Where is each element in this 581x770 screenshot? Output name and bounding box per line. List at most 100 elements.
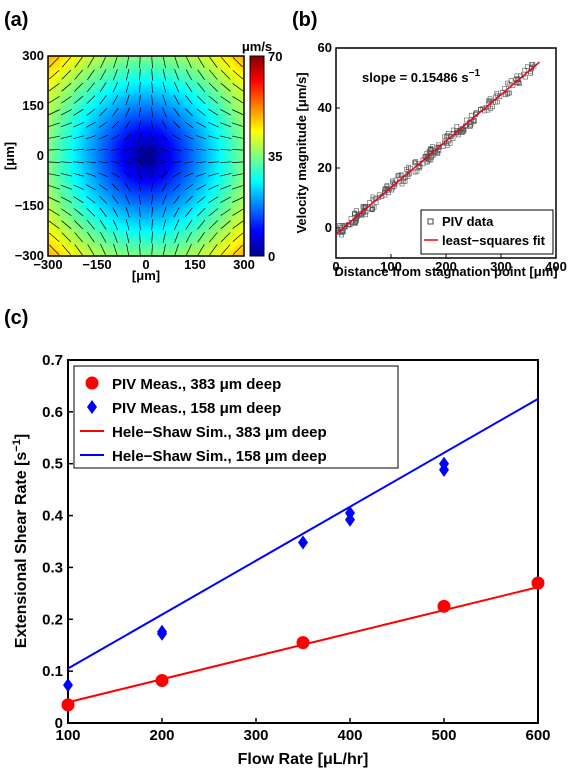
vector-arrow bbox=[150, 182, 154, 192]
piv-data-point bbox=[395, 173, 401, 179]
vector-arrow bbox=[48, 149, 61, 151]
vector-arrow bbox=[124, 182, 131, 192]
legend-piv-marker bbox=[427, 218, 434, 225]
piv-data-point bbox=[360, 204, 366, 209]
piv-data-point bbox=[412, 160, 417, 165]
vector-arrow bbox=[184, 195, 193, 204]
vector-arrow bbox=[174, 243, 179, 256]
vector-arrow bbox=[48, 196, 60, 203]
vector-arrow bbox=[208, 208, 219, 217]
piv-data-point bbox=[430, 144, 435, 149]
piv-data-point bbox=[472, 118, 477, 124]
vector-arrow bbox=[112, 207, 119, 218]
vector-arrow bbox=[123, 148, 132, 152]
piv-data-point bbox=[428, 146, 434, 152]
vector-arrow bbox=[184, 172, 194, 178]
vector-arrow bbox=[220, 196, 232, 203]
vector-arrow bbox=[85, 148, 97, 151]
measurement-circle bbox=[296, 636, 310, 650]
vector-arrow bbox=[232, 244, 243, 255]
vector-arrow bbox=[173, 94, 180, 105]
vector-arrow bbox=[232, 96, 244, 104]
vector-arrow bbox=[232, 232, 244, 242]
piv-data-point bbox=[387, 186, 392, 192]
vector-arrow bbox=[138, 170, 142, 180]
y-tick-label: 0 bbox=[55, 715, 63, 732]
piv-data-point bbox=[490, 104, 495, 110]
vector-arrow bbox=[220, 232, 231, 243]
vector-arrow bbox=[74, 69, 83, 80]
vector-arrow bbox=[195, 148, 207, 151]
vector-arrow bbox=[73, 196, 84, 204]
y-tick-label: 40 bbox=[318, 100, 332, 115]
piv-data-point bbox=[468, 121, 474, 127]
piv-data-point bbox=[369, 207, 375, 213]
vector-arrow bbox=[49, 57, 60, 68]
piv-data-point bbox=[508, 78, 514, 83]
vector-arrow bbox=[99, 82, 107, 93]
vector-arrow bbox=[139, 231, 141, 244]
vector-arrow bbox=[197, 232, 205, 243]
piv-data-point bbox=[340, 230, 345, 235]
vector-arrow bbox=[61, 82, 72, 92]
vector-arrow bbox=[138, 132, 142, 142]
vector-arrow bbox=[196, 108, 206, 116]
vector-arrow bbox=[48, 173, 61, 177]
vector-arrow bbox=[125, 194, 130, 205]
vector-arrow bbox=[100, 56, 107, 69]
vector-arrow bbox=[197, 244, 205, 256]
vector-arrow bbox=[161, 182, 168, 192]
vector-arrow bbox=[86, 95, 96, 105]
vector-arrow bbox=[74, 56, 83, 68]
vector-arrow bbox=[207, 172, 219, 177]
vector-arrow bbox=[60, 184, 72, 190]
y-tick-label: −300 bbox=[15, 248, 44, 263]
vector-arrow bbox=[111, 183, 120, 191]
vector-arrow bbox=[100, 243, 107, 256]
vector-arrow bbox=[85, 135, 96, 140]
vector-arrow bbox=[86, 184, 96, 191]
colorbar-unit: μm/s bbox=[242, 39, 272, 54]
measurement-circle bbox=[61, 698, 75, 712]
vector-arrow bbox=[231, 122, 244, 128]
vector-arrow bbox=[98, 121, 108, 129]
y-tick-label: 0.6 bbox=[42, 404, 63, 421]
piv-data-point bbox=[413, 160, 419, 166]
panel-c: (c) 100 200 300 400 500 600 0 0.1 0.2 0.3 0.4 0.5 0.… bbox=[4, 307, 551, 768]
piv-data-point bbox=[370, 206, 375, 211]
vector-arrow bbox=[209, 232, 218, 243]
piv-data-point bbox=[339, 223, 345, 228]
piv-data-point bbox=[450, 136, 456, 141]
vector-arrow bbox=[74, 232, 83, 243]
vector-arrow bbox=[99, 231, 107, 243]
x-tick-label: 500 bbox=[431, 727, 456, 744]
vector-arrow bbox=[208, 82, 218, 92]
vector-arrow bbox=[207, 148, 219, 151]
vector-arrow bbox=[138, 94, 141, 105]
vector-arrow bbox=[220, 109, 232, 116]
piv-data-point bbox=[483, 105, 489, 110]
vector-arrow bbox=[113, 56, 118, 69]
vector-arrow bbox=[162, 194, 167, 205]
vector-arrow bbox=[195, 161, 207, 164]
piv-data-point bbox=[467, 124, 473, 129]
vector-arrow bbox=[74, 220, 84, 230]
x-tick-label: 200 bbox=[149, 727, 174, 744]
piv-data-point bbox=[456, 132, 461, 138]
x-tick-label: 600 bbox=[525, 727, 550, 744]
y-tick-label: −150 bbox=[15, 198, 44, 213]
vector-arrow bbox=[172, 171, 181, 178]
vector-arrow bbox=[172, 121, 181, 129]
vector-arrow bbox=[232, 196, 244, 203]
vector-arrow bbox=[73, 122, 84, 128]
vector-arrow bbox=[185, 243, 192, 256]
y-tick-label: 0 bbox=[325, 220, 332, 235]
piv-data-point bbox=[530, 61, 535, 67]
vector-arrow bbox=[162, 56, 166, 69]
vector-arrow bbox=[124, 171, 132, 179]
vector-arrow bbox=[185, 231, 193, 243]
vector-arrow bbox=[160, 160, 169, 164]
vector-arrow bbox=[160, 148, 169, 152]
x-tick-label: 0 bbox=[332, 259, 339, 274]
